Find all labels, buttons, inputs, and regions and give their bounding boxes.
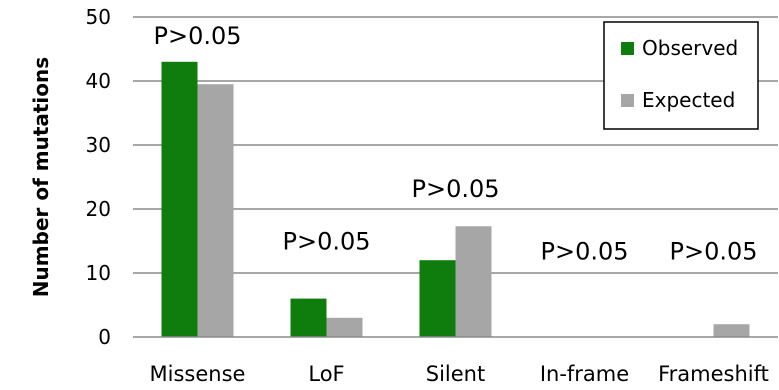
bar-observed-lof (290, 298, 327, 337)
legend-box (603, 21, 759, 130)
y-tick-label: 40 (86, 69, 111, 93)
x-tick-label: LoF (308, 362, 344, 386)
bars (161, 61, 750, 338)
x-tick-label: Silent (426, 362, 485, 386)
y-tick-label: 20 (86, 197, 111, 221)
x-tick-label: Missense (150, 362, 246, 386)
bar-observed-missense (161, 61, 198, 338)
bar-expected-frameshift (713, 324, 750, 337)
p-value-annotation: P>0.05 (540, 238, 628, 266)
y-axis-label: Number of mutations (29, 57, 53, 297)
bar-expected-lof (326, 317, 363, 337)
p-value-annotation: P>0.05 (153, 22, 241, 50)
legend-label: Observed (642, 36, 738, 60)
y-tick-label: 50 (86, 5, 111, 29)
legend-swatch (621, 42, 634, 55)
x-tick-label: In-frame (540, 362, 629, 386)
x-tick-label: Frameshift (658, 362, 769, 386)
y-tick-label: 10 (86, 261, 111, 285)
legend-label: Expected (642, 88, 735, 112)
y-tick-labels: 0 10 20 30 40 50 (86, 5, 111, 349)
annotations: P>0.05 P>0.05 P>0.05 P>0.05 P>0.05 (153, 22, 757, 266)
p-value-annotation: P>0.05 (282, 227, 370, 255)
bar-observed-silent (419, 260, 456, 337)
y-tick-label: 0 (98, 325, 111, 349)
y-tick-label: 30 (86, 133, 111, 157)
p-value-annotation: P>0.05 (669, 238, 757, 266)
bar-expected-silent (455, 226, 492, 337)
bar-expected-missense (197, 84, 234, 337)
legend-swatch (621, 94, 634, 107)
category-labels: Missense LoF Silent In-frame Frameshift (150, 362, 769, 386)
p-value-annotation: P>0.05 (411, 175, 499, 203)
legend: Observed Expected (603, 21, 759, 130)
